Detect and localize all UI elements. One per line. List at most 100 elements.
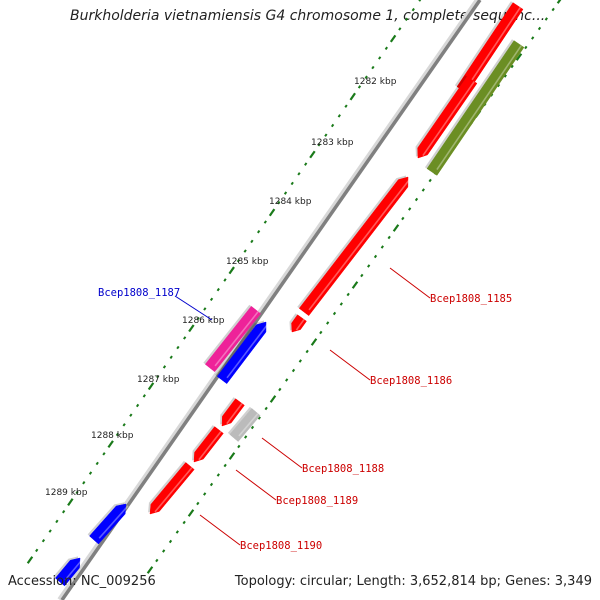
gene-reverse-2[interactable]: [87, 502, 129, 545]
tick-mark: [269, 395, 277, 403]
tick-mark: [216, 287, 220, 292]
gene-bcep1808-1190[interactable]: [148, 460, 195, 515]
gene-bcep1808-1187[interactable]: [203, 304, 262, 373]
gene-label-leader: [261, 437, 303, 469]
kbp-labels: 1282 kbp 1283 kbp 1284 kbp 1285 kbp 1286 kbp…: [45, 77, 397, 498]
tick-mark: [122, 423, 126, 427]
gene-label-leader: [174, 295, 213, 321]
tick-mark: [67, 498, 74, 506]
tick-mark: [278, 387, 282, 392]
tick-mark: [162, 365, 167, 369]
tick-mark: [35, 548, 39, 553]
gene-track: [53, 1, 525, 587]
tick-mark: [61, 510, 66, 514]
tick-mark: [414, 197, 419, 202]
tick-mark: [380, 245, 384, 249]
gene-bcep1808-1188[interactable]: [220, 397, 245, 427]
tick-mark: [297, 172, 301, 176]
gene-gray[interactable]: [227, 406, 261, 442]
tick-mark: [337, 114, 341, 118]
tick-mark: [387, 235, 391, 240]
tick-mark: [168, 539, 173, 544]
tick-mark: [169, 355, 173, 359]
kbp-label: 1283 kbp: [311, 138, 354, 148]
tick-mark: [515, 53, 523, 61]
tick-mark: [264, 406, 268, 411]
tick-mark: [129, 413, 133, 417]
tick-mark: [503, 74, 507, 78]
tick-mark: [310, 338, 318, 346]
tick-mark: [384, 46, 389, 50]
gene-forward-1[interactable]: [415, 75, 478, 159]
tick-mark: [182, 520, 186, 525]
kbp-label: 1289 kbp: [45, 488, 88, 498]
backbone-line: [60, 0, 482, 600]
tick-mark: [404, 17, 409, 22]
tick-mark: [175, 530, 179, 534]
tick-mark: [411, 7, 415, 12]
tick-mark: [142, 394, 146, 398]
tick-mark: [332, 311, 337, 316]
tick-mark: [102, 452, 106, 456]
kbp-label: 1286 kbp: [182, 316, 225, 326]
tick-mark: [349, 92, 356, 101]
tick-mark: [196, 316, 200, 321]
tick-mark: [223, 278, 227, 282]
gene-labels: Bcep1808_1185 Bcep1808_1186 Bcep1808_1187 B…: [98, 267, 512, 552]
tick-mark: [428, 178, 432, 183]
gene-label[interactable]: Bcep1808_1189: [276, 495, 358, 507]
tick-mark: [188, 324, 195, 333]
tick-mark: [298, 359, 302, 363]
map-title: Burkholderia vietnamiensis G4 chromosome…: [70, 8, 546, 24]
tick-mark: [203, 307, 207, 311]
gene-bcep1808-1186[interactable]: [289, 313, 307, 333]
gene-label-leader: [389, 267, 431, 299]
tick-mark: [82, 481, 86, 485]
gene-label-leader: [329, 349, 371, 381]
tick-mark: [237, 444, 241, 449]
tick-mark: [326, 321, 330, 325]
gene-bcep1808-1185[interactable]: [297, 175, 411, 317]
tick-mark: [418, 0, 422, 2]
tick-mark: [75, 490, 79, 495]
tick-mark: [55, 519, 59, 524]
tick-mark: [26, 556, 34, 564]
tick-mark: [551, 7, 555, 12]
tick-mark: [537, 26, 542, 31]
tick-mark: [146, 566, 154, 574]
tick-mark: [256, 230, 261, 234]
tick-mark: [344, 104, 348, 108]
tick-mark: [236, 258, 241, 263]
gene-label[interactable]: Bcep1808_1188: [302, 463, 384, 475]
tick-mark: [209, 297, 214, 302]
gene-olive[interactable]: [424, 39, 525, 176]
tick-mark: [324, 133, 328, 137]
gene-bcep1808-1189[interactable]: [192, 425, 224, 463]
tick-mark: [216, 473, 220, 477]
gene-reverse-1[interactable]: [215, 320, 269, 384]
tick-mark: [203, 492, 207, 496]
gene-label[interactable]: Bcep1808_1190: [240, 540, 322, 552]
gene-label[interactable]: Bcep1808_1186: [370, 375, 452, 387]
kbp-label: 1287 kbp: [137, 375, 180, 385]
tick-mark: [162, 549, 166, 553]
tick-mark: [421, 188, 425, 192]
tick-mark: [371, 65, 375, 70]
tick-mark: [223, 463, 227, 468]
tick-mark: [147, 382, 155, 391]
tick-mark: [196, 501, 200, 506]
tick-mark: [392, 224, 400, 232]
tick-mark: [155, 558, 159, 563]
gene-reverse-3[interactable]: [53, 556, 83, 587]
gene-label[interactable]: Bcep1808_1185: [430, 293, 512, 305]
tick-mark: [176, 345, 180, 350]
tick-mark: [187, 509, 195, 517]
tick-mark: [330, 123, 335, 128]
gene-label[interactable]: Bcep1808_1187: [98, 287, 180, 299]
tick-mark: [346, 292, 350, 297]
tick-mark: [41, 538, 46, 543]
tick-mark: [364, 75, 368, 79]
tick-mark: [401, 216, 405, 221]
